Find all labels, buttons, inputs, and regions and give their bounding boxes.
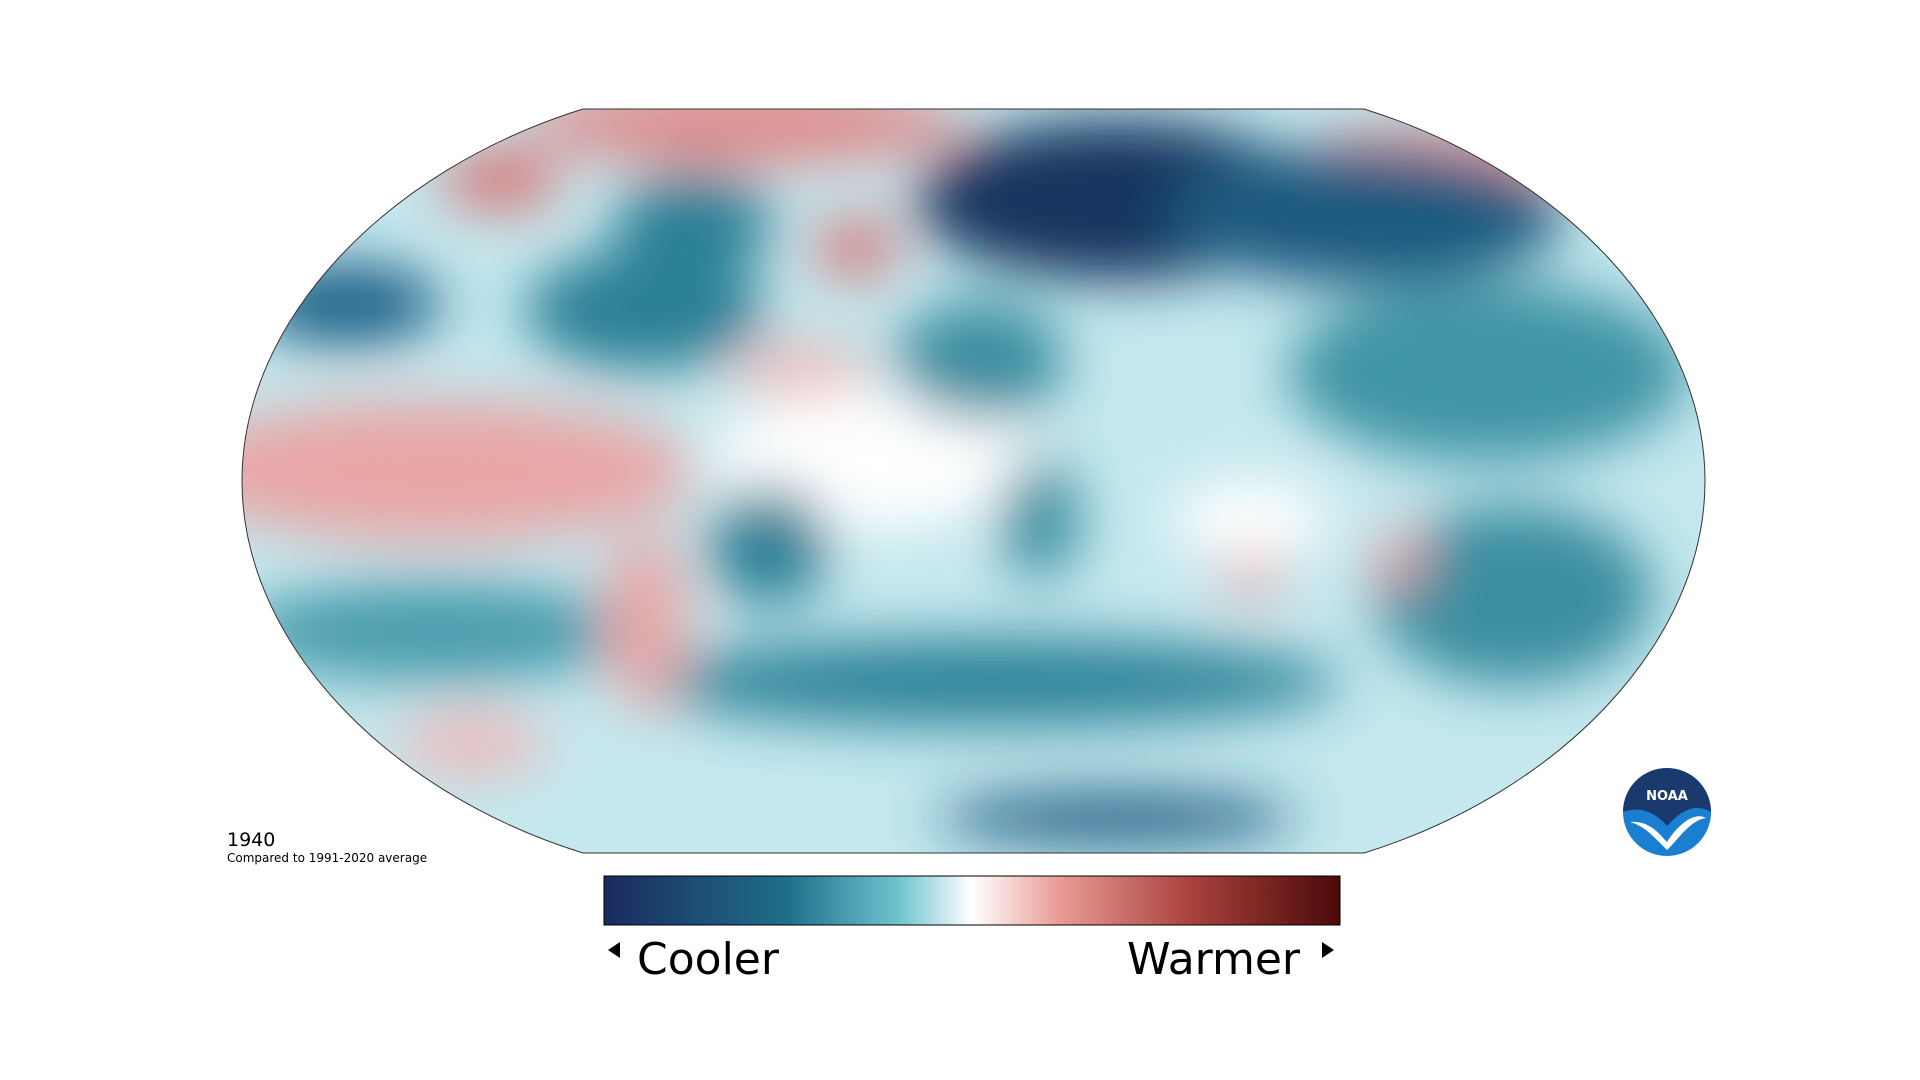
right-arrow (1322, 942, 1334, 958)
legend-high: Warmer (1127, 934, 1301, 985)
color-scale (603, 875, 1341, 926)
map-outline (241, 108, 1706, 854)
anomaly-map (242, 109, 1705, 853)
year-label: 1940 (227, 829, 275, 851)
logo-text: NOAA (1646, 789, 1688, 804)
legend-low: Cooler (637, 934, 780, 985)
noaa-logo: NOAA (1623, 768, 1711, 856)
baseline-note: Compared to 1991-2020 average (227, 851, 427, 865)
left-arrow (608, 942, 620, 958)
